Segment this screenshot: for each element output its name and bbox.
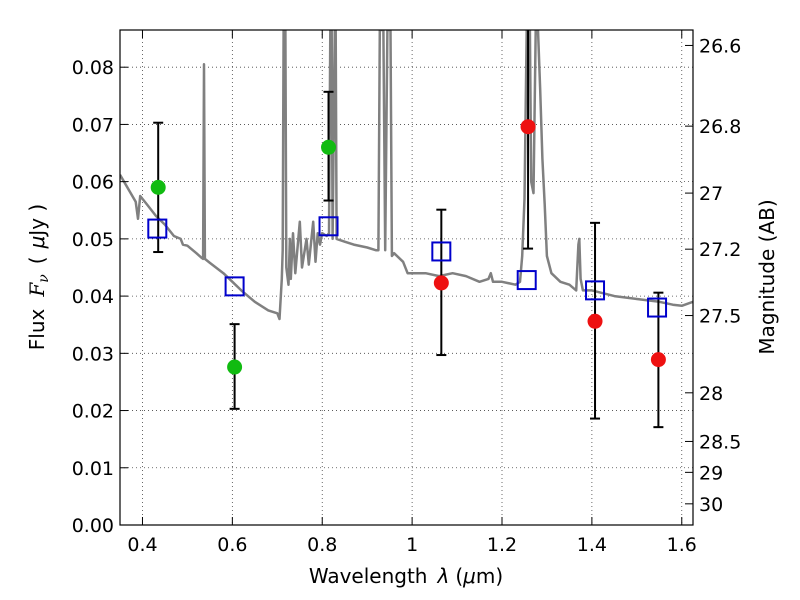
model-photometry-square [516, 270, 537, 291]
observed-flux-point [433, 275, 449, 291]
observed-flux-point [587, 313, 603, 329]
x-axis-label-open: ( [455, 564, 463, 588]
x-axis-label: Wavelength λ (μm) [309, 564, 503, 588]
model-photometry-square [147, 218, 168, 239]
y-tick-label: 0.08 [72, 57, 114, 79]
y-axis-ticks: 0.00 0.01 0.02 0.03 0.04 0.05 0.06 0.07 0.08 [72, 57, 128, 537]
y-tick-label: 0.06 [72, 172, 114, 194]
model-photometry-square [431, 241, 452, 262]
observed-flux-point [150, 179, 166, 195]
data-markers [147, 119, 668, 375]
y-axis-label-open: ( [25, 256, 49, 264]
y-axis-label-symbol: F [25, 282, 49, 298]
y-tick-label: 0.02 [72, 401, 114, 423]
y2-tick-label: 27.5 [699, 306, 741, 328]
y2-tick-label: 29 [699, 462, 723, 484]
x-axis-label-symbol: λ [436, 564, 449, 588]
x-axis-label-mu: μ [462, 564, 476, 588]
y-axis-label-prefix: Flux [25, 308, 49, 350]
y-tick-label: 0.00 [72, 515, 114, 537]
plot-frame [119, 29, 694, 526]
x-tick-label: 0.6 [217, 534, 247, 556]
y2-axis-ticks: 26.6 26.8 27 27.2 27.5 28 28.5 29 30 [685, 35, 741, 516]
x-tick-label: 1.2 [487, 534, 517, 556]
y-tick-label: 0.07 [72, 114, 114, 136]
model-spectrum-line [120, 30, 693, 321]
x-axis-ticks: 0.4 0.6 0.8 1 1.2 1.4 1.6 [127, 30, 697, 556]
x-tick-label: 0.8 [307, 534, 337, 556]
model-photometry-square [318, 216, 339, 237]
y-tick-label: 0.03 [72, 343, 114, 365]
y-axis-label: Flux Fν ( μJy ) [25, 204, 52, 350]
model-spectrum [120, 30, 693, 321]
observed-flux-point [650, 352, 666, 368]
y2-tick-label: 28 [699, 383, 723, 405]
y2-tick-label: 26.6 [699, 35, 741, 57]
y-axis-label-subscript: ν [36, 274, 52, 283]
y-tick-label: 0.04 [72, 286, 114, 308]
x-tick-label: 0.4 [127, 534, 157, 556]
y-tick-label: 0.05 [72, 229, 114, 251]
model-photometry-square [224, 276, 245, 297]
model-photometry-square [585, 280, 606, 301]
observed-flux-point [321, 139, 337, 155]
grid-lines [120, 30, 693, 526]
x-tick-label: 1.6 [667, 534, 697, 556]
model-photometry-square [647, 297, 668, 318]
y2-tick-label: 27 [699, 183, 723, 205]
y2-tick-label: 27.2 [699, 239, 741, 261]
y-tick-label: 0.01 [72, 458, 114, 480]
x-axis-label-unit: m) [476, 564, 503, 588]
y2-axis-label: Magnitude (AB) [755, 199, 779, 354]
x-axis-label-prefix: Wavelength [309, 564, 428, 588]
observed-flux-point [227, 359, 243, 375]
x-tick-label: 1 [406, 534, 418, 556]
y-axis-label-unit: Jy ) [25, 204, 49, 238]
y2-tick-label: 28.5 [699, 431, 741, 453]
y2-tick-label: 30 [699, 494, 723, 516]
x-tick-label: 1.4 [577, 534, 607, 556]
y-axis-label-mu: μ [25, 236, 49, 250]
y2-tick-label: 26.8 [699, 116, 741, 138]
observed-flux-point [520, 119, 536, 135]
plot-background [120, 30, 693, 525]
